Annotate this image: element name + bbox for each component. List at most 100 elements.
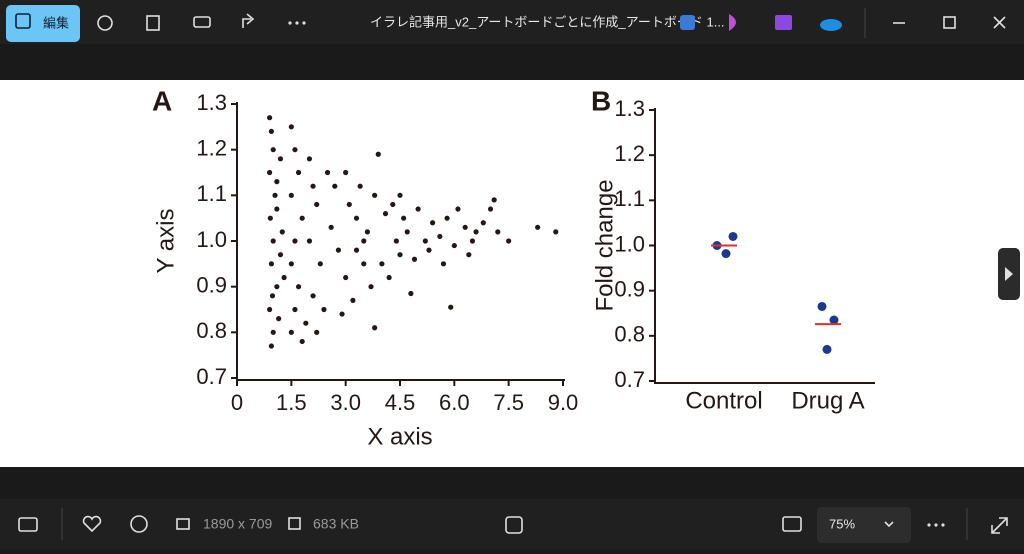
- y-tick-label: 0.9: [614, 276, 645, 301]
- point: [372, 325, 378, 331]
- point: [437, 233, 443, 240]
- point: [335, 247, 342, 253]
- edit-button[interactable]: 編集: [6, 5, 80, 42]
- zoom-dropdown[interactable]: [884, 521, 894, 528]
- point: [462, 224, 468, 230]
- point: [314, 329, 320, 335]
- x-axis-title: X axis: [367, 423, 432, 450]
- point: [466, 252, 472, 258]
- point: [277, 252, 284, 258]
- point: [346, 201, 352, 208]
- zoom-level[interactable]: 75%: [829, 516, 855, 531]
- info-button[interactable]: [130, 515, 148, 533]
- point: [829, 315, 839, 325]
- print-button[interactable]: [193, 16, 211, 28]
- point: [267, 306, 273, 313]
- x-tick-label: 3.0: [330, 390, 361, 415]
- point: [404, 229, 410, 235]
- point: [299, 215, 305, 221]
- panel-label: A: [152, 85, 172, 116]
- point: [272, 192, 278, 198]
- point: [382, 211, 389, 217]
- file-size: 683 KB: [313, 516, 359, 532]
- x-tick-label: Control: [685, 387, 762, 414]
- point: [817, 301, 827, 311]
- point: [506, 238, 512, 244]
- point: [422, 238, 428, 244]
- point: [495, 229, 501, 235]
- point: [426, 247, 432, 253]
- point: [268, 343, 275, 349]
- x-tick-label: 7.5: [493, 390, 524, 415]
- point: [268, 261, 275, 267]
- point: [444, 215, 450, 221]
- panel-label: B: [591, 85, 611, 116]
- delete-button[interactable]: [146, 15, 160, 31]
- dimensions-icon: [176, 518, 190, 530]
- y-tick-label: 1.3: [196, 90, 227, 115]
- favorite-button[interactable]: [82, 515, 102, 533]
- zoom-box[interactable]: [817, 507, 911, 543]
- point: [397, 192, 403, 198]
- point: [292, 147, 298, 153]
- point: [353, 247, 360, 253]
- point: [368, 284, 374, 290]
- point: [295, 169, 302, 176]
- point: [321, 306, 327, 313]
- point: [324, 169, 331, 176]
- more-button[interactable]: [288, 21, 306, 25]
- y-tick-label: 0.9: [196, 272, 227, 297]
- y-tick-label: 1.2: [614, 141, 645, 166]
- y-tick-label: 0.7: [614, 367, 645, 392]
- image: [0, 80, 1024, 467]
- point: [288, 329, 294, 335]
- y-tick-label: 0.8: [196, 318, 227, 343]
- rotate-button[interactable]: [97, 15, 113, 31]
- point: [270, 238, 276, 244]
- point: [721, 249, 731, 259]
- fullscreen-button[interactable]: [991, 517, 1008, 534]
- point: [364, 229, 370, 235]
- point: [288, 261, 294, 267]
- y-tick-label: 0.8: [614, 322, 645, 347]
- point: [267, 115, 273, 121]
- point: [401, 215, 407, 221]
- top-bar: [0, 0, 1024, 44]
- maximize-button[interactable]: [943, 16, 956, 29]
- filmstrip-button[interactable]: [18, 517, 38, 532]
- point: [430, 220, 436, 226]
- y-tick-label: 1.3: [614, 96, 645, 121]
- point: [411, 256, 418, 262]
- point: [448, 304, 454, 310]
- crop-button[interactable]: [505, 516, 523, 534]
- point: [306, 238, 313, 244]
- app-icon[interactable]: [775, 15, 792, 30]
- edit-label[interactable]: 編集: [43, 15, 69, 30]
- close-button[interactable]: [993, 16, 1006, 29]
- point: [535, 224, 541, 230]
- point: [393, 238, 399, 244]
- share-button[interactable]: [242, 13, 255, 28]
- more-button[interactable]: [927, 523, 945, 527]
- y-tick-label: 1.2: [196, 135, 227, 160]
- onedrive-icon[interactable]: [820, 19, 842, 31]
- fit-button[interactable]: [782, 516, 802, 532]
- point: [268, 128, 275, 134]
- point: [386, 274, 392, 281]
- y-tick-label: 1.1: [196, 181, 227, 206]
- point: [279, 229, 285, 235]
- app-icon[interactable]: [729, 14, 736, 31]
- point: [274, 284, 280, 290]
- x-tick-label: 0: [231, 390, 243, 415]
- point: [451, 242, 457, 249]
- point: [353, 215, 360, 221]
- point: [274, 179, 280, 185]
- size-icon: [288, 517, 301, 530]
- point: [310, 293, 316, 299]
- point: [281, 274, 287, 281]
- point: [822, 344, 832, 354]
- point: [267, 169, 273, 176]
- y-tick-label: 0.7: [196, 364, 227, 389]
- app-icon[interactable]: [680, 15, 695, 30]
- point: [372, 192, 378, 198]
